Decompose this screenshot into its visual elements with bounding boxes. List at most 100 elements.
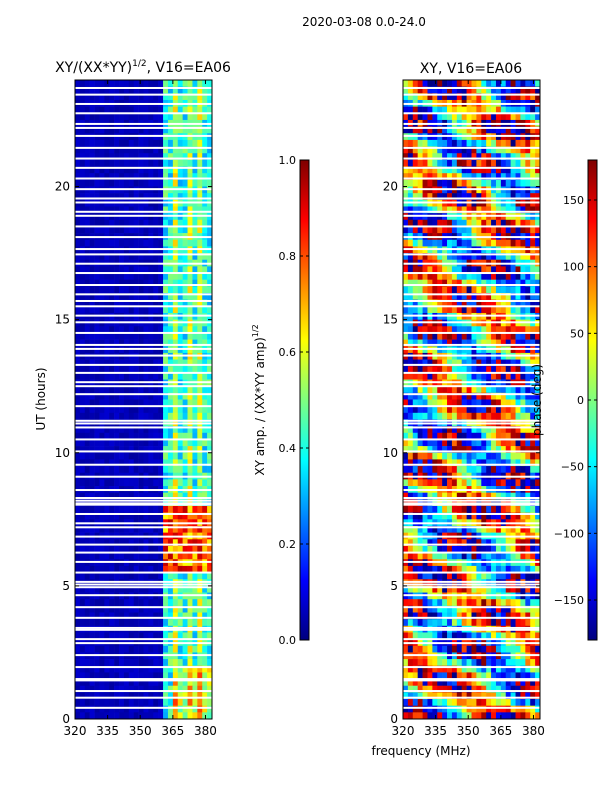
heatmap-cell bbox=[447, 359, 453, 367]
heatmap-cell bbox=[510, 399, 516, 407]
heatmap-cell bbox=[158, 86, 164, 94]
flagged-row bbox=[75, 210, 212, 213]
heatmap-cell bbox=[119, 705, 125, 713]
heatmap-cell bbox=[197, 672, 203, 680]
heatmap-cell bbox=[143, 665, 149, 673]
heatmap-cell bbox=[167, 685, 174, 693]
heatmap-cell bbox=[84, 605, 90, 613]
heatmap-cell bbox=[197, 392, 203, 400]
heatmap-cell bbox=[471, 372, 477, 380]
heatmap-cell bbox=[138, 306, 144, 314]
heatmap-cell bbox=[94, 605, 100, 613]
heatmap-cell bbox=[153, 659, 159, 667]
heatmap-cell bbox=[461, 266, 467, 274]
heatmap-cell bbox=[172, 705, 179, 713]
heatmap-cell bbox=[197, 446, 203, 454]
heatmap-cell bbox=[510, 226, 516, 234]
heatmap-cell bbox=[119, 226, 125, 234]
heatmap-cell bbox=[491, 206, 497, 214]
heatmap-cell bbox=[143, 552, 149, 560]
heatmap-cell bbox=[75, 399, 81, 407]
heatmap-cell bbox=[476, 113, 482, 121]
heatmap-cell bbox=[89, 506, 95, 513]
heatmap-cell bbox=[525, 279, 531, 287]
heatmap-cell bbox=[427, 306, 433, 314]
heatmap-cell bbox=[525, 293, 531, 300]
heatmap-cell bbox=[163, 153, 169, 161]
heatmap-cell bbox=[471, 366, 477, 374]
heatmap-cell bbox=[466, 153, 472, 161]
heatmap-cell bbox=[495, 446, 502, 454]
heatmap-cell bbox=[158, 206, 164, 214]
heatmap-cell bbox=[153, 565, 159, 573]
heatmap-cell bbox=[158, 672, 164, 680]
heatmap-cell bbox=[119, 106, 125, 114]
flagged-row bbox=[75, 381, 212, 384]
heatmap-cell bbox=[530, 159, 536, 167]
heatmap-cell bbox=[192, 153, 198, 161]
heatmap-cell bbox=[530, 359, 536, 367]
flagged-row bbox=[75, 606, 212, 609]
heatmap-cell bbox=[177, 406, 183, 414]
heatmap-cell bbox=[153, 539, 159, 547]
heatmap-cell bbox=[407, 339, 414, 347]
heatmap-cell bbox=[148, 126, 154, 134]
heatmap-cell bbox=[447, 392, 453, 400]
heatmap-cell bbox=[486, 412, 492, 420]
heatmap-cell bbox=[138, 326, 144, 334]
heatmap-cell bbox=[525, 86, 531, 94]
heatmap-cell bbox=[530, 552, 536, 560]
heatmap-cell bbox=[104, 166, 110, 174]
heatmap-cell bbox=[119, 293, 125, 300]
heatmap-cell bbox=[89, 179, 95, 187]
heatmap-cell bbox=[456, 459, 463, 467]
heatmap-cell bbox=[143, 253, 149, 261]
heatmap-cell bbox=[143, 166, 149, 174]
heatmap-cell bbox=[109, 359, 115, 367]
heatmap-cell bbox=[158, 705, 164, 713]
heatmap-cell bbox=[158, 612, 164, 620]
heatmap-cell bbox=[491, 106, 497, 114]
heatmap-cell bbox=[114, 632, 120, 640]
heatmap-cell bbox=[138, 126, 144, 134]
heatmap-cell bbox=[525, 392, 531, 400]
heatmap-cell bbox=[163, 219, 169, 227]
heatmap-cell bbox=[99, 565, 105, 573]
heatmap-cell bbox=[138, 506, 144, 513]
heatmap-cell bbox=[94, 612, 100, 620]
heatmap-cell bbox=[158, 159, 164, 167]
heatmap-cell bbox=[520, 552, 526, 560]
heatmap-cell bbox=[119, 552, 125, 560]
heatmap-cell bbox=[525, 326, 531, 334]
heatmap-cell bbox=[525, 80, 531, 87]
heatmap-cell bbox=[447, 306, 453, 314]
heatmap-cell bbox=[403, 459, 409, 467]
heatmap-cell bbox=[84, 146, 90, 154]
heatmap-cell bbox=[202, 692, 208, 700]
heatmap-cell bbox=[481, 572, 487, 580]
amplitude-colorbar: 0.00.20.40.60.81.0 XY amp. / (XX*YY amp)… bbox=[251, 154, 310, 647]
heatmap-cell bbox=[123, 679, 130, 687]
heatmap-cell bbox=[407, 326, 414, 334]
heatmap-cell bbox=[197, 512, 203, 520]
heatmap-cell bbox=[447, 539, 453, 547]
heatmap-cell bbox=[109, 432, 115, 440]
heatmap-cell bbox=[466, 406, 472, 414]
heatmap-cell bbox=[407, 392, 414, 400]
heatmap-cell bbox=[476, 585, 482, 593]
heatmap-cell bbox=[442, 439, 448, 447]
heatmap-cell bbox=[99, 699, 105, 706]
heatmap-cell bbox=[182, 153, 188, 161]
heatmap-cell bbox=[109, 372, 115, 380]
heatmap-cell bbox=[128, 439, 135, 447]
heatmap-cell bbox=[114, 699, 120, 706]
heatmap-cell bbox=[153, 426, 159, 434]
heatmap-cell bbox=[79, 525, 86, 533]
heatmap-cell bbox=[79, 326, 86, 334]
heatmap-cell bbox=[476, 93, 482, 101]
heatmap-cell bbox=[412, 439, 418, 447]
heatmap-cell bbox=[177, 392, 183, 400]
heatmap-cell bbox=[172, 619, 179, 627]
heatmap-cell bbox=[491, 266, 497, 274]
heatmap-cell bbox=[114, 512, 120, 520]
